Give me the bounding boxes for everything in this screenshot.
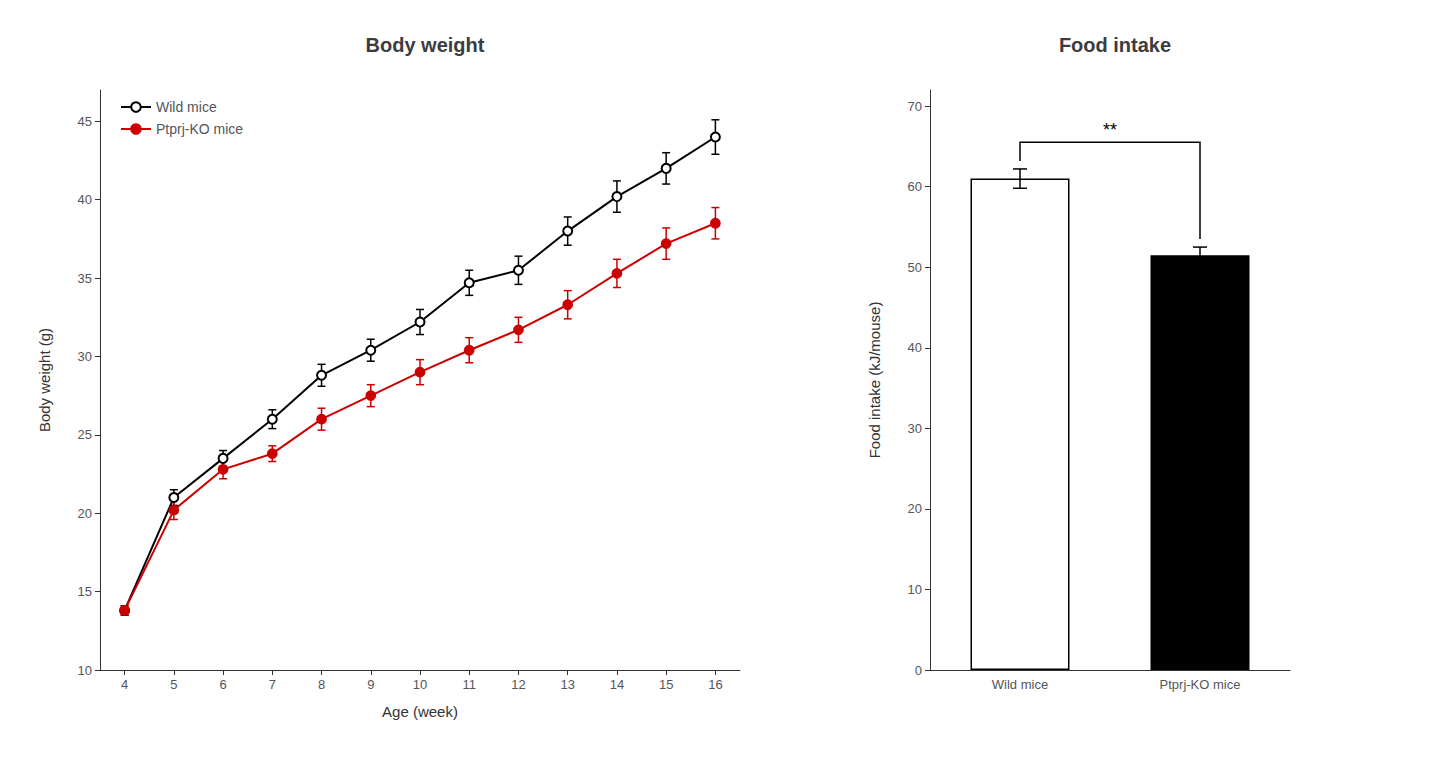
svg-text:50: 50 bbox=[908, 260, 922, 275]
svg-text:**: ** bbox=[1103, 120, 1117, 140]
svg-text:10: 10 bbox=[908, 582, 922, 597]
svg-text:9: 9 bbox=[367, 677, 374, 692]
svg-text:14: 14 bbox=[610, 677, 624, 692]
svg-text:Ptprj-KO mice: Ptprj-KO mice bbox=[1160, 677, 1241, 692]
svg-text:10: 10 bbox=[78, 663, 92, 678]
svg-text:Body weight: Body weight bbox=[366, 34, 485, 56]
svg-text:Wild mice: Wild mice bbox=[992, 677, 1048, 692]
svg-text:35: 35 bbox=[78, 271, 92, 286]
svg-text:8: 8 bbox=[318, 677, 325, 692]
svg-text:11: 11 bbox=[462, 677, 476, 692]
svg-text:30: 30 bbox=[78, 349, 92, 364]
svg-text:Age (week): Age (week) bbox=[382, 703, 458, 720]
svg-text:40: 40 bbox=[78, 192, 92, 207]
svg-text:Ptprj-KO mice: Ptprj-KO mice bbox=[156, 121, 243, 137]
svg-text:4: 4 bbox=[121, 677, 128, 692]
svg-text:15: 15 bbox=[78, 584, 92, 599]
svg-text:70: 70 bbox=[908, 99, 922, 114]
svg-text:30: 30 bbox=[908, 421, 922, 436]
svg-text:6: 6 bbox=[219, 677, 226, 692]
svg-text:13: 13 bbox=[560, 677, 574, 692]
svg-text:25: 25 bbox=[78, 427, 92, 442]
svg-text:Body weight (g): Body weight (g) bbox=[36, 328, 53, 432]
svg-text:45: 45 bbox=[78, 114, 92, 129]
svg-text:20: 20 bbox=[78, 506, 92, 521]
svg-text:16: 16 bbox=[708, 677, 722, 692]
svg-text:Wild mice: Wild mice bbox=[156, 99, 217, 115]
svg-text:60: 60 bbox=[908, 179, 922, 194]
svg-text:40: 40 bbox=[908, 340, 922, 355]
svg-text:Food intake (kJ/mouse): Food intake (kJ/mouse) bbox=[866, 302, 883, 459]
svg-text:5: 5 bbox=[170, 677, 177, 692]
svg-text:12: 12 bbox=[511, 677, 525, 692]
svg-text:7: 7 bbox=[269, 677, 276, 692]
svg-text:10: 10 bbox=[413, 677, 427, 692]
svg-text:Food intake: Food intake bbox=[1059, 34, 1171, 56]
svg-text:20: 20 bbox=[908, 501, 922, 516]
svg-text:15: 15 bbox=[659, 677, 673, 692]
svg-text:0: 0 bbox=[915, 663, 922, 678]
